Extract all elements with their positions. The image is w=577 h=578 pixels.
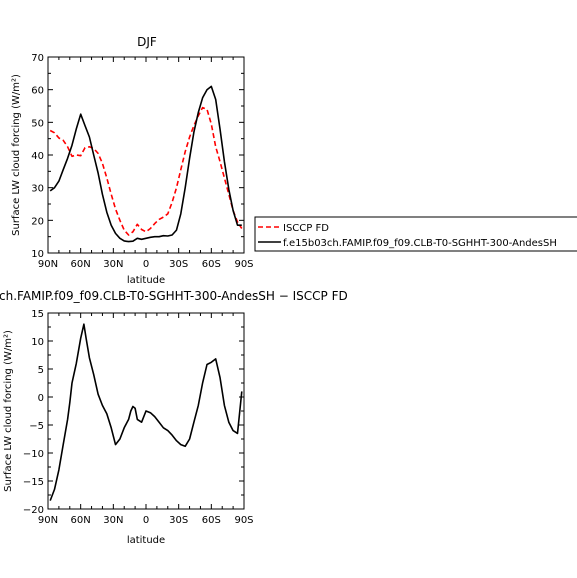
top-ytick-label: 20: [31, 216, 44, 227]
top-ytick-label: 30: [31, 184, 44, 195]
top-xtick-label: 30N: [103, 259, 123, 270]
bottom-ytick-label: −20: [23, 505, 44, 516]
top-ytick-label: 10: [31, 249, 44, 260]
bottom-xtick-label: 30S: [169, 515, 188, 526]
top-ytick-label: 70: [31, 53, 44, 64]
bottom-xtick-label: 0: [143, 515, 149, 526]
bottom-ytick-label: −15: [23, 477, 44, 488]
bottom-title: f.e15b03ch.FAMIP.f09_f09.CLB-T0-SGHHT-30…: [0, 289, 348, 303]
top-xtick-label: 90S: [234, 259, 253, 270]
top-series-line-0: [49, 106, 243, 236]
top-xtick-label: 60S: [202, 259, 221, 270]
bottom-xlabel: latitude: [127, 535, 165, 546]
bottom-ytick-label: 5: [38, 365, 44, 376]
top-ytick-label: 60: [31, 86, 44, 97]
top-ylabel: Surface LW cloud forcing (W/m²): [11, 74, 22, 236]
top-ticks: 90N 60N 30N 0 30S 60S 90S 10 20 30 40 50 60 70: [31, 53, 253, 270]
bottom-xtick-label: 90S: [234, 515, 253, 526]
top-xlabel: latitude: [127, 275, 165, 286]
legend: ISCCP FD f.e15b03ch.FAMIP.f09_f09.CLB-T0…: [254, 216, 577, 252]
bottom-xtick-label: 30N: [103, 515, 123, 526]
top-xtick-label: 60N: [71, 259, 91, 270]
bottom-xtick-label: 90N: [38, 515, 58, 526]
legend-label-isccp: ISCCP FD: [283, 223, 329, 234]
top-xtick-label: 90N: [38, 259, 58, 270]
bottom-series-line-0: [49, 323, 243, 501]
bottom-ticks: 90N 60N 30N 0 30S 60S 90S −20 −15 −10 −5 0 5 10 15: [23, 309, 254, 526]
bottom-ytick-label: −5: [29, 421, 44, 432]
bottom-ytick-label: 10: [31, 337, 44, 348]
top-xtick-label: 0: [143, 259, 149, 270]
top-series: [49, 85, 243, 243]
bottom-ylabel: Surface LW cloud forcing (W/m²): [3, 330, 14, 492]
top-series-line-1: [49, 85, 242, 243]
bottom-ytick-label: 0: [38, 393, 44, 404]
legend-box: [254, 216, 577, 252]
top-panel: DJF 90N 60N 30N 0 30S 60S 90S 10 20 30 40 50 60 70 la…: [11, 35, 254, 286]
bottom-panel: f.e15b03ch.FAMIP.f09_f09.CLB-T0-SGHHT-30…: [0, 289, 348, 546]
bottom-ytick-label: −10: [23, 449, 44, 460]
bottom-xtick-label: 60S: [202, 515, 221, 526]
bottom-xtick-label: 60N: [71, 515, 91, 526]
top-xtick-label: 30S: [169, 259, 188, 270]
bottom-series: [49, 323, 243, 501]
legend-label-model: f.e15b03ch.FAMIP.f09_f09.CLB-T0-SGHHT-30…: [283, 238, 557, 249]
top-ytick-label: 40: [31, 151, 44, 162]
top-ytick-label: 50: [31, 118, 44, 129]
top-plot-frame: [47, 56, 245, 254]
top-title: DJF: [137, 35, 157, 49]
bottom-plot-frame: [47, 312, 245, 510]
bottom-ytick-label: 15: [31, 309, 44, 320]
